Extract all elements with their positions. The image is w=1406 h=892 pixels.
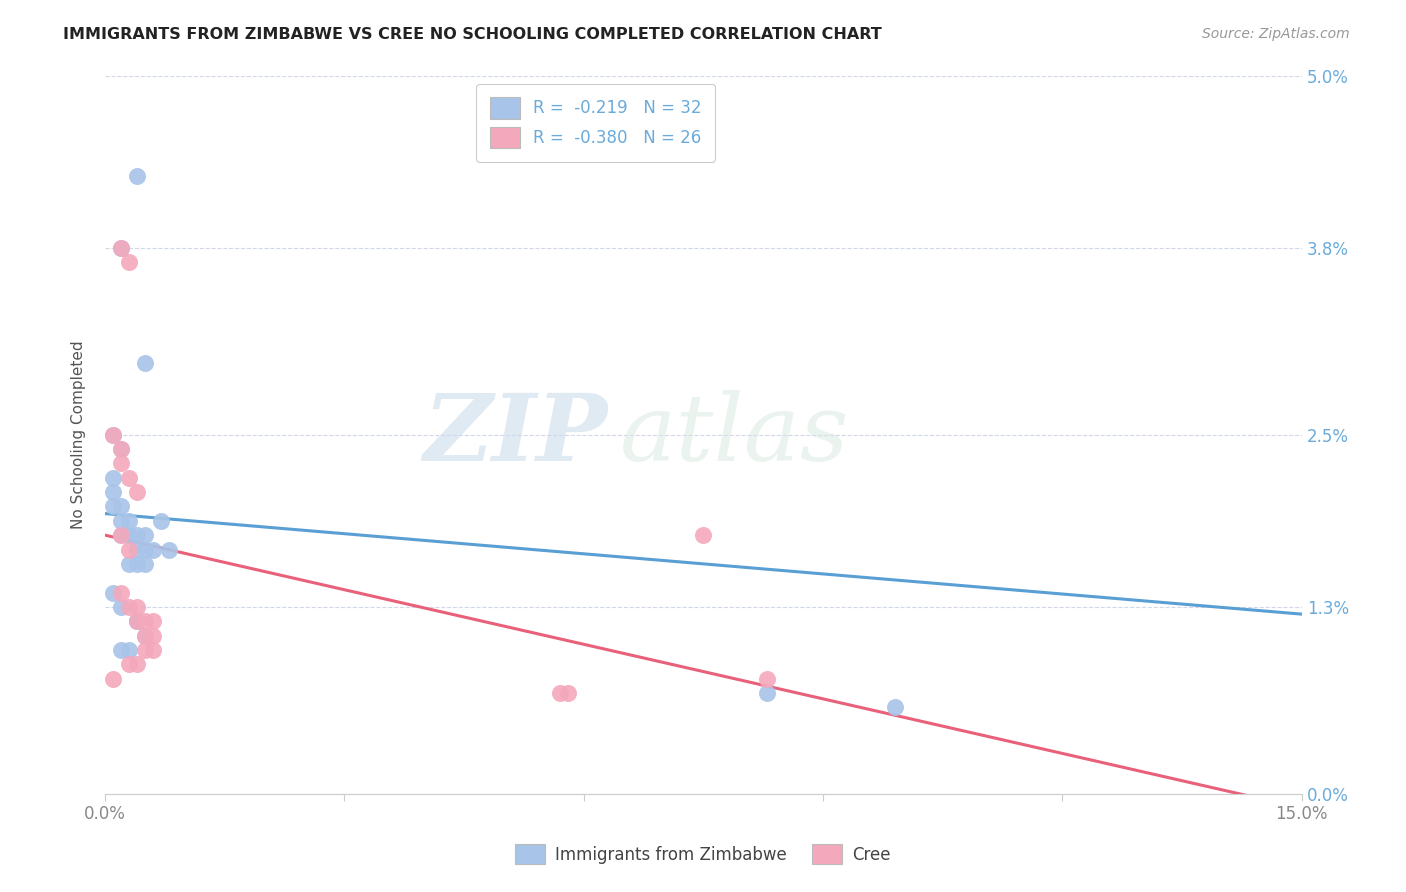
Point xyxy=(110,514,132,528)
Point xyxy=(142,629,165,643)
Point xyxy=(125,557,148,571)
Point xyxy=(142,542,165,557)
Point xyxy=(110,500,132,514)
Point xyxy=(118,599,141,614)
Point xyxy=(118,528,141,542)
Point xyxy=(134,557,156,571)
Point xyxy=(110,528,132,542)
Point xyxy=(110,241,132,255)
Point xyxy=(125,615,148,629)
Point xyxy=(118,657,141,672)
Point xyxy=(134,615,156,629)
Point xyxy=(110,643,132,657)
Point xyxy=(118,255,141,269)
Point xyxy=(110,528,132,542)
Point xyxy=(118,643,141,657)
Point xyxy=(134,542,156,557)
Point xyxy=(142,643,165,657)
Point xyxy=(118,471,141,485)
Point xyxy=(149,514,172,528)
Point xyxy=(101,585,124,599)
Point xyxy=(101,471,124,485)
Point xyxy=(134,528,156,542)
Point xyxy=(101,427,124,442)
Point xyxy=(118,557,141,571)
Point xyxy=(125,485,148,500)
Point xyxy=(101,485,124,500)
Point xyxy=(110,456,132,470)
Point xyxy=(118,542,141,557)
Text: Source: ZipAtlas.com: Source: ZipAtlas.com xyxy=(1202,27,1350,41)
Point xyxy=(101,672,124,686)
Point xyxy=(110,442,132,456)
Point xyxy=(110,585,132,599)
Point xyxy=(110,442,132,456)
Point xyxy=(756,672,779,686)
Point xyxy=(134,356,156,370)
Point xyxy=(157,542,180,557)
Point xyxy=(557,686,579,700)
Point xyxy=(110,599,132,614)
Point xyxy=(134,629,156,643)
Point xyxy=(548,686,571,700)
Legend: Immigrants from Zimbabwe, Cree: Immigrants from Zimbabwe, Cree xyxy=(509,838,897,871)
Legend: R =  -0.219   N = 32, R =  -0.380   N = 26: R = -0.219 N = 32, R = -0.380 N = 26 xyxy=(477,84,714,161)
Text: atlas: atlas xyxy=(620,390,849,480)
Point xyxy=(101,500,124,514)
Point xyxy=(125,615,148,629)
Point xyxy=(134,629,156,643)
Text: IMMIGRANTS FROM ZIMBABWE VS CREE NO SCHOOLING COMPLETED CORRELATION CHART: IMMIGRANTS FROM ZIMBABWE VS CREE NO SCHO… xyxy=(63,27,882,42)
Point xyxy=(125,542,148,557)
Point xyxy=(125,599,148,614)
Point xyxy=(142,615,165,629)
Point xyxy=(101,427,124,442)
Point xyxy=(125,169,148,183)
Y-axis label: No Schooling Completed: No Schooling Completed xyxy=(72,340,86,529)
Point xyxy=(125,528,148,542)
Point xyxy=(883,700,905,714)
Point xyxy=(756,686,779,700)
Point xyxy=(692,528,714,542)
Point xyxy=(110,241,132,255)
Point xyxy=(134,643,156,657)
Point xyxy=(125,615,148,629)
Point xyxy=(125,657,148,672)
Point xyxy=(118,514,141,528)
Text: ZIP: ZIP xyxy=(423,390,607,480)
